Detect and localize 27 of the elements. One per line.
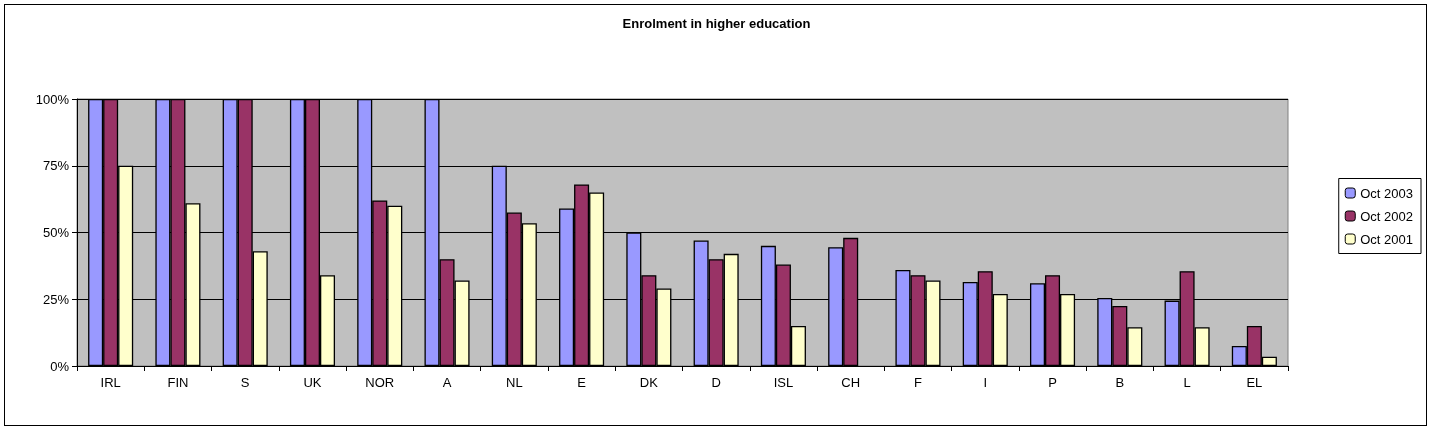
x-tick-label: NL	[505, 375, 523, 390]
x-tick-label: EL	[1246, 375, 1263, 390]
x-tick-label: CH	[841, 375, 861, 390]
y-tick-label: 50%	[42, 225, 70, 240]
x-tick-label: UK	[303, 375, 322, 390]
x-tick-label: A	[442, 375, 452, 390]
y-tick-label: 75%	[42, 158, 70, 174]
x-tick-label: FIN	[167, 375, 189, 390]
chart-title: Enrolment in higher education	[622, 16, 811, 31]
x-tick-label: ISL	[773, 375, 794, 390]
x-tick-label: L	[1183, 375, 1191, 390]
x-tick-label: P	[1048, 375, 1057, 390]
x-tick-label: DK	[639, 375, 659, 390]
x-tick-label: E	[577, 375, 587, 390]
x-tick-label: S	[240, 375, 250, 390]
y-tick-label: 100%	[35, 91, 70, 107]
y-tick-label: 25%	[42, 291, 70, 307]
legend-label: Oct 2003	[1360, 185, 1414, 201]
x-tick-label: F	[914, 375, 922, 390]
legend-label: Oct 2002	[1360, 208, 1414, 224]
y-tick-label: 0%	[50, 358, 70, 374]
legend-label: Oct 2001	[1360, 231, 1414, 247]
x-tick-label: I	[983, 375, 988, 390]
x-tick-label: B	[1115, 375, 1125, 390]
x-tick-label: IRL	[100, 375, 121, 390]
x-tick-label: NOR	[365, 375, 395, 390]
x-tick-label: D	[711, 375, 721, 390]
